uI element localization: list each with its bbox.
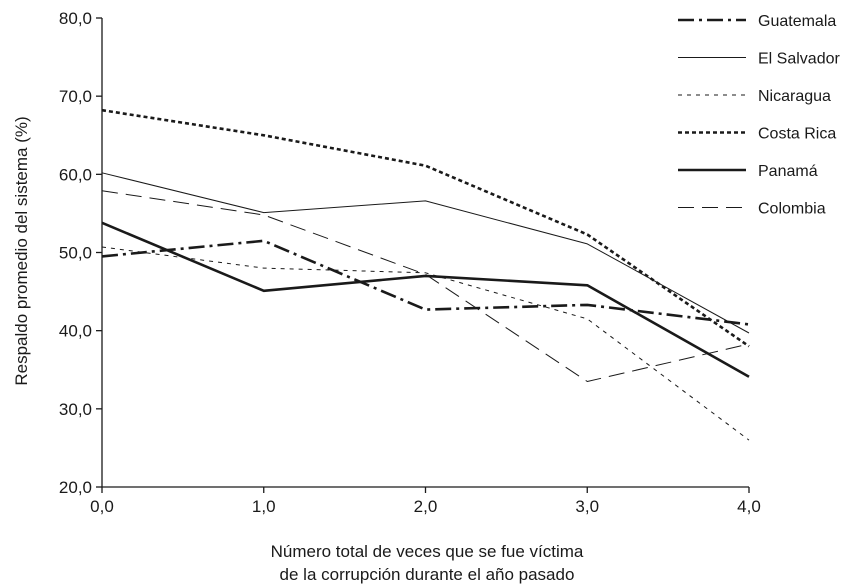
legend-label-el-salvador: El Salvador (758, 51, 840, 68)
series-line-panama (101, 221, 750, 378)
y-axis-title: Respaldo promedio del sistema (%) (12, 116, 31, 385)
series-line-el-salvador (101, 172, 750, 334)
x-tick-label: 3,0 (575, 497, 599, 516)
y-tick-label: 50,0 (59, 244, 92, 263)
legend-label-panama: Panamá (758, 163, 818, 180)
legend-label-guatemala: Guatemala (758, 13, 836, 30)
x-tick-label: 4,0 (737, 497, 761, 516)
legend-label-colombia: Colombia (758, 201, 826, 218)
legend-label-costa-rica: Costa Rica (758, 126, 836, 143)
y-tick-label: 60,0 (59, 165, 92, 184)
legend-label-nicaragua: Nicaragua (758, 88, 831, 105)
y-tick-label: 70,0 (59, 87, 92, 106)
y-tick-label: 30,0 (59, 400, 92, 419)
y-tick-label: 80,0 (59, 9, 92, 28)
y-tick-label: 20,0 (59, 478, 92, 497)
chart-series (101, 108, 750, 441)
y-tick-label: 40,0 (59, 322, 92, 341)
chart-axes: 20,0 30,0 40,0 50,0 60,0 70,0 80,0 0,0 1,0 2,0 3,0… (59, 9, 761, 516)
series-line-costa-rica (101, 108, 750, 348)
x-axis-title-line-2: de la corrupción durante el año pasado (280, 565, 575, 584)
series-line-guatemala (101, 239, 750, 326)
x-tick-label: 0,0 (90, 497, 114, 516)
x-tick-label: 2,0 (414, 497, 438, 516)
series-line-colombia (101, 190, 750, 382)
chart-legend: Guatemala El Salvador Nicaragua Costa Rica P… (678, 13, 840, 218)
series-line-nicaragua (101, 246, 750, 441)
x-tick-label: 1,0 (252, 497, 276, 516)
x-axis-title-line-1: Número total de veces que se fue víctima (271, 542, 584, 561)
